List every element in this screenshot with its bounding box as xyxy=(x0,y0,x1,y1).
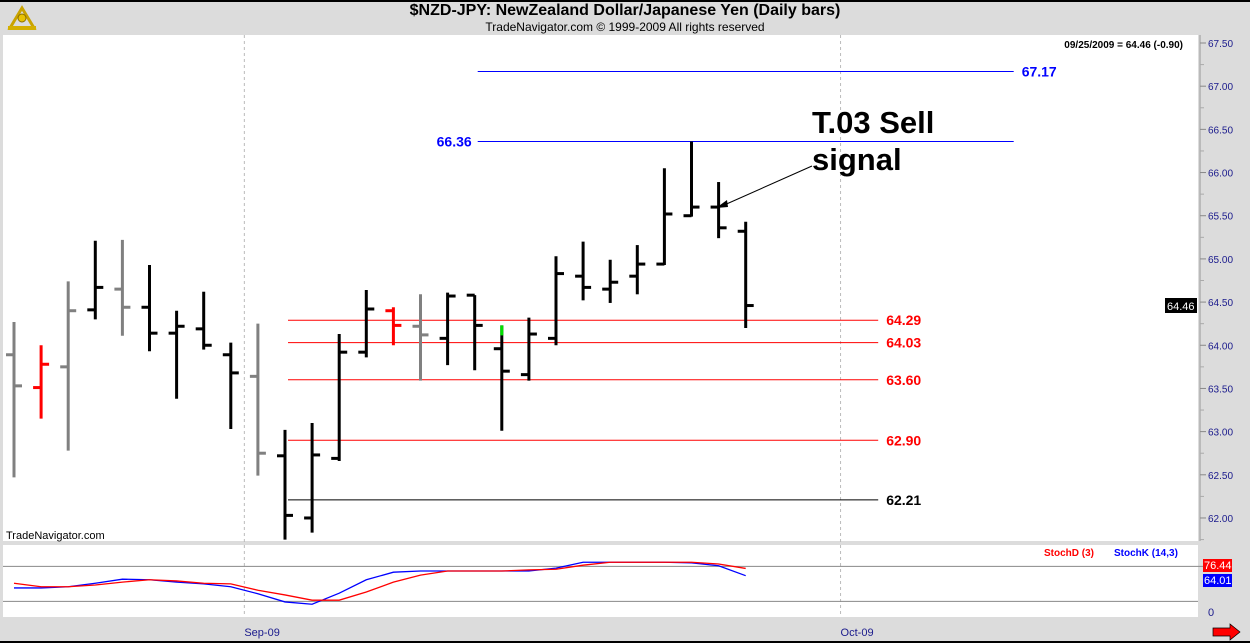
y-tick-label: 66.50 xyxy=(1208,125,1233,136)
price-badge-bg xyxy=(1165,298,1197,313)
price-badge: 64.46 xyxy=(1167,301,1195,313)
y-tick-label: 66.00 xyxy=(1208,169,1233,180)
stoch-d-line xyxy=(13,561,746,601)
stoch-panel xyxy=(3,545,1198,617)
last-quote: 09/25/2009 = 64.46 (-0.90) xyxy=(1064,40,1183,51)
x-tick-label: Oct-09 xyxy=(841,627,874,639)
level-label: 62.21 xyxy=(886,492,921,508)
scroll-right-arrow-icon[interactable] xyxy=(1212,623,1241,641)
level-label: 64.29 xyxy=(886,312,921,328)
y-tick-label: 67.00 xyxy=(1208,82,1233,93)
x-tick-label: Sep-09 xyxy=(244,627,279,639)
stoch-d-badge: 76.44 xyxy=(1204,560,1232,572)
stoch-k-label: StochK (14,3) xyxy=(1114,548,1178,559)
annotation-arrowhead xyxy=(716,200,728,208)
y-tick-label: 63.00 xyxy=(1208,428,1233,439)
level-label: 64.03 xyxy=(886,335,921,351)
stoch-k-badge-bg xyxy=(1203,574,1232,587)
chart-title: $NZD-JPY: NewZealand Dollar/Japanese Yen… xyxy=(409,2,841,19)
annotation-line1: T.03 Sell xyxy=(812,105,934,140)
y-tick-label: 64.50 xyxy=(1208,298,1233,309)
stoch-k-badge: 64.01 xyxy=(1204,575,1232,587)
stoch-d-label: StochD (3) xyxy=(1044,548,1094,559)
y-tick-label: 63.50 xyxy=(1208,384,1233,395)
annotation-arrow xyxy=(721,165,813,207)
chart-subtitle: TradeNavigator.com © 1999-2009 All right… xyxy=(485,20,765,34)
top-border xyxy=(0,0,1250,2)
level-label: 62.90 xyxy=(886,432,921,448)
stoch-zero-label: 0 xyxy=(1208,607,1214,619)
stoch-d-badge-bg xyxy=(1203,559,1232,572)
y-tick-label: 64.00 xyxy=(1208,341,1233,352)
price-panel xyxy=(3,35,1198,541)
y-tick-label: 65.50 xyxy=(1208,212,1233,223)
y-tick-label: 65.00 xyxy=(1208,255,1233,266)
annotation-line2: signal xyxy=(812,142,902,177)
y-tick-label: 62.50 xyxy=(1208,471,1233,482)
watermark: TradeNavigator.com xyxy=(6,530,105,542)
y-tick-label: 62.00 xyxy=(1208,514,1233,525)
y-tick-label: 67.50 xyxy=(1208,39,1233,50)
level-label: 63.60 xyxy=(886,372,921,388)
level-label: 66.36 xyxy=(437,133,472,149)
level-label: 67.17 xyxy=(1022,63,1057,79)
sextant-logo-icon xyxy=(7,5,37,30)
